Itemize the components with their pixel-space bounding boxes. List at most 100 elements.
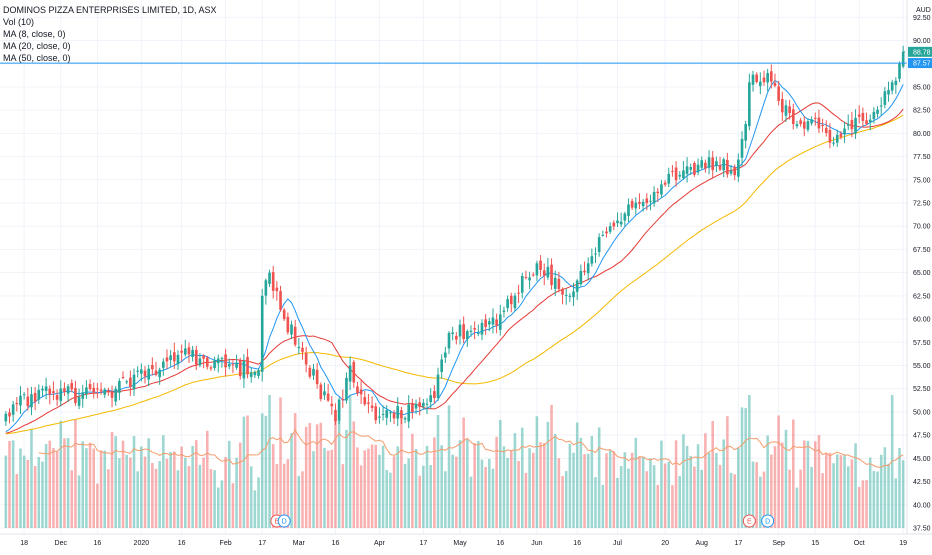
earnings-marker[interactable] [742,514,756,528]
candle-body [359,389,363,395]
dividend-marker[interactable] [761,514,775,528]
candle-body [832,142,835,144]
candle-body [246,356,249,375]
volume-bar [553,433,557,528]
volume-bar [612,451,616,528]
volume-bar [107,469,110,528]
candle-body [583,270,586,273]
volume-bar [436,414,440,528]
candle-body [839,133,843,138]
candle-body [506,299,509,309]
price-axis-label: 90.00 [913,38,931,45]
volume-bar [345,429,348,528]
candle-body [220,357,224,359]
ma50-line [5,114,904,435]
volume-bar [531,452,535,528]
last-price-text: 88.78 [913,49,931,56]
volume-bar [579,437,583,528]
price-axis-label: 40.00 [913,502,931,509]
volume-bar [608,449,612,528]
candle-body [330,403,334,407]
legend-volume[interactable]: Vol (10) [3,17,35,27]
volume-bar [781,442,784,528]
candle-body [876,109,879,114]
volume-bar [835,454,839,528]
candle-body [784,105,788,116]
volume-bar [455,456,458,528]
candle-body [466,331,469,340]
chart-legend: DOMINOS PIZZA ENTERPRISES LIMITED, 1D, A… [3,4,217,64]
volume-bar [894,478,898,528]
volume-bar [524,472,528,528]
candle-body [15,403,19,405]
volume-bar [352,421,356,528]
volume-bar [81,441,85,528]
candle-body [524,277,528,279]
volume-bar [44,443,48,528]
candle-body [777,86,780,101]
volume-bar [140,446,143,528]
candle-body [11,404,15,415]
dividend-marker[interactable] [277,514,291,528]
price-axis-label: 92.50 [913,15,931,22]
volume-bar [216,487,220,528]
candle-body [238,360,242,377]
volume-bar [638,456,641,528]
candle-body [693,163,696,175]
marker-label: D [282,519,287,526]
volume-bar [748,395,751,528]
volume-bar [733,474,736,528]
candle-body [363,397,367,405]
legend-ma20[interactable]: MA (20, close, 0) [3,41,71,51]
candle-body [685,166,689,174]
candle-body [718,165,722,170]
legend-ma8[interactable]: MA (8, close, 0) [3,29,66,39]
volume-bar [795,487,799,528]
volume-bar [209,469,213,528]
candle-body [411,403,414,412]
candle-body [74,387,77,404]
volume-bar [367,448,370,528]
legend-ma50[interactable]: MA (50, close, 0) [3,53,71,63]
volume-bar [792,419,795,528]
volume-bar [191,445,194,528]
volume-bar [260,413,264,528]
volume-bar [227,440,231,528]
candle-body [290,324,293,335]
volume-bar [583,454,586,528]
candle-body [422,402,425,407]
volume-bar [755,462,758,528]
candle-body [425,403,429,405]
candle-body [854,117,857,134]
candle-body [868,119,872,123]
volume-bar [253,490,257,528]
candle-body [151,365,154,370]
candle-body [4,413,8,422]
candle-body [898,63,901,79]
volume-bar [143,456,147,528]
volume-bar [315,424,319,528]
volume-bar [231,483,235,528]
candle-body [634,202,638,209]
time-axis-label: 2020 [134,540,150,547]
volume-bar [114,436,117,528]
volume-bar [279,397,282,528]
volume-bar [704,433,707,528]
candle-body [773,82,777,86]
reference-price-text: 87.57 [913,61,931,68]
volume-bar [564,471,568,528]
candle-body [674,167,678,181]
volume-bar [865,480,868,528]
price-axis-label: 50.00 [913,409,931,416]
volume-bar [868,457,872,528]
volume-bar [872,471,876,528]
candle-body [517,292,520,294]
candle-body [487,321,491,325]
volume-bar [407,458,410,528]
candle-body [846,124,850,126]
candle-body [165,357,169,362]
candle-body [132,374,136,390]
volume-bar [268,395,271,528]
